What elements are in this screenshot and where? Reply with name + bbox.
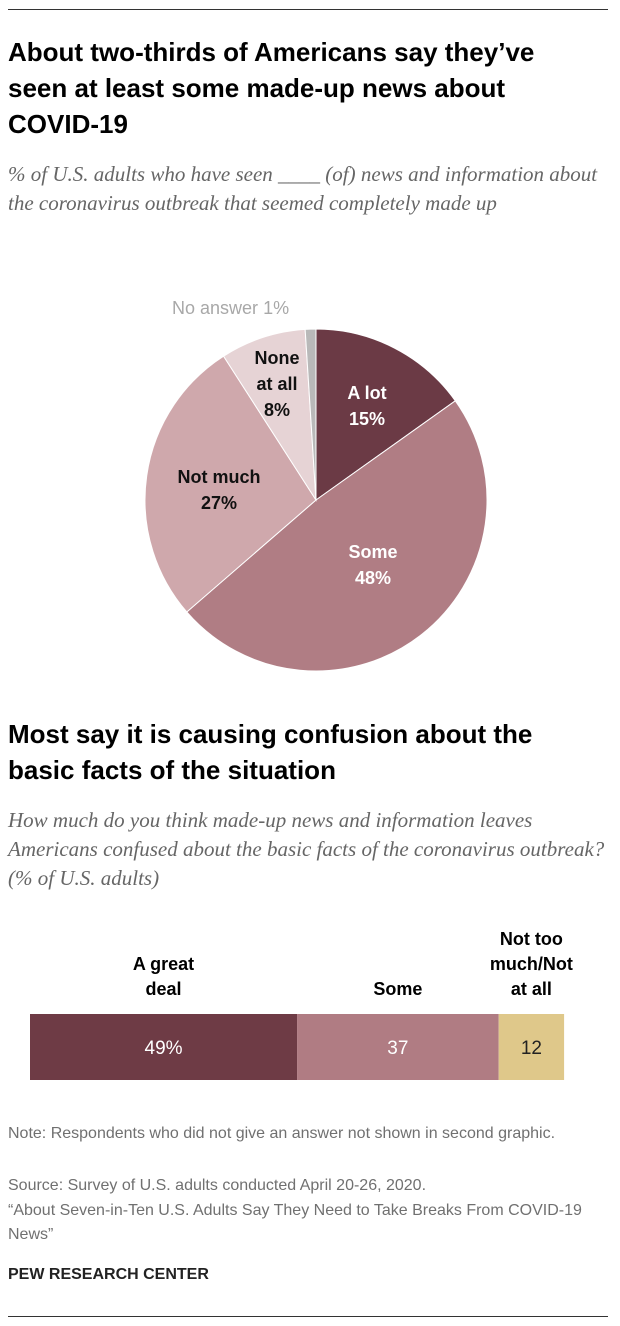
label-text: 27%	[200, 493, 238, 513]
chart-subtitle: How much do you think made-up news and i…	[8, 808, 605, 890]
pie-slice	[304, 328, 317, 501]
credit: PEW RESEARCH CENTER	[8, 1266, 209, 1283]
value-label: 12	[521, 1038, 542, 1059]
label-text: None at all	[254, 348, 300, 394]
top-rule	[8, 9, 608, 10]
note: Note: Respondents who did not give an an…	[8, 1125, 556, 1142]
pie-slice	[186, 400, 488, 672]
chart-subtitle: % of U.S. adults who have seen ____ (of)…	[8, 162, 598, 215]
slice-label: No answer 1%	[172, 298, 289, 319]
chart-title: About two-thirds of Americans say they’v…	[8, 37, 535, 139]
slice-label: None at all 8%	[250, 345, 305, 423]
value-label: 49%	[145, 1038, 183, 1059]
pie-chart	[144, 328, 488, 672]
bar-segment	[297, 1014, 499, 1080]
bottom-rule	[8, 1316, 608, 1317]
label-text: No answer	[172, 298, 259, 318]
label-text: 48%	[354, 568, 392, 588]
slice-label: A lot 15%	[307, 380, 427, 432]
bar-segment	[30, 1014, 298, 1080]
label-text: A lot	[347, 383, 387, 403]
series-label: Not too much/Not at all	[489, 929, 573, 999]
slice-label: Not much 27%	[159, 464, 279, 516]
label-text: Some	[348, 542, 398, 562]
pie-slice	[315, 328, 456, 501]
slice-label: Some 48%	[313, 539, 433, 591]
label-text: 8%	[263, 400, 290, 420]
label-text: Not much	[177, 467, 261, 487]
value-label: 37	[387, 1038, 408, 1059]
chart-title: Most say it is causing confusion about t…	[8, 719, 533, 785]
label-text: 1%	[263, 298, 290, 318]
label-text: 15%	[348, 409, 386, 429]
bar-segment	[498, 1014, 565, 1080]
source: Source: Survey of U.S. adults conducted …	[8, 1177, 427, 1194]
citation: “About Seven-in-Ten U.S. Adults Say They…	[8, 1202, 582, 1243]
series-label: A great deal	[132, 954, 195, 999]
series-label: Some	[373, 979, 423, 999]
pie-slice	[144, 355, 317, 613]
